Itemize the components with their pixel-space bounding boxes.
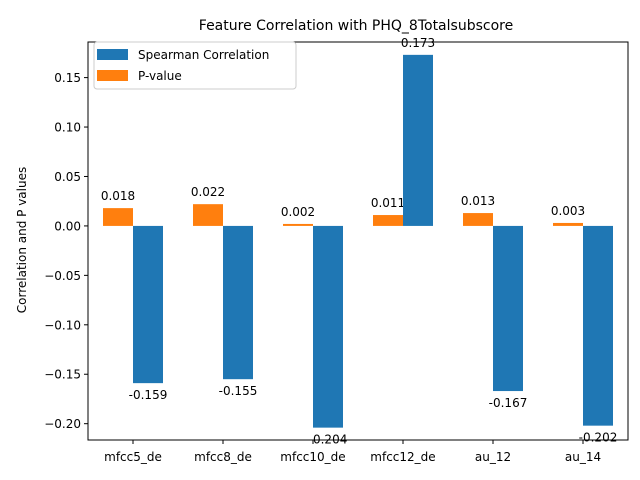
data-label-spearman-mfcc8_de: -0.155	[219, 384, 258, 398]
data-label-spearman-mfcc12_de: 0.173	[401, 36, 435, 50]
y-tick-label-3: −0.05	[44, 269, 81, 283]
data-label-pvalue-au_12: 0.013	[461, 194, 495, 208]
x-tick-label-mfcc10_de: mfcc10_de	[280, 450, 345, 464]
data-label-pvalue-au_14: 0.003	[551, 204, 585, 218]
y-tick-label-2: −0.10	[44, 318, 81, 332]
data-label-pvalue-mfcc10_de: 0.002	[281, 205, 315, 219]
y-tick-label-4: 0.00	[54, 219, 81, 233]
y-tick-label-5: 0.05	[54, 170, 81, 184]
bar-spearman-au_12	[493, 225, 523, 392]
bar-pvalue-au_14	[553, 222, 583, 226]
chart-title: Feature Correlation with PHQ_8Totalsubsc…	[199, 18, 513, 34]
y-tick-label-7: 0.15	[54, 71, 81, 85]
bar-pvalue-mfcc8_de	[193, 204, 223, 226]
bar-spearman-au_14	[583, 225, 613, 426]
x-tick-label-mfcc5_de: mfcc5_de	[104, 450, 162, 464]
bar-spearman-mfcc10_de	[313, 225, 343, 428]
legend-label-0: Spearman Correlation	[138, 48, 269, 62]
bar-spearman-mfcc12_de	[403, 54, 433, 226]
x-tick-label-mfcc8_de: mfcc8_de	[194, 450, 252, 464]
legend-box	[93, 41, 297, 90]
bar-pvalue-mfcc10_de	[283, 223, 313, 226]
x-tick-label-mfcc12_de: mfcc12_de	[370, 450, 435, 464]
bar-spearman-mfcc8_de	[223, 225, 253, 380]
x-tick-label-au_12: au_12	[475, 450, 511, 464]
data-label-pvalue-mfcc5_de: 0.018	[101, 189, 135, 203]
y-tick-label-6: 0.10	[54, 121, 81, 135]
y-axis-label: Correlation and P values	[15, 167, 29, 313]
bar-pvalue-au_12	[463, 213, 493, 226]
plot-area: 0.018 -0.159 mfcc5_de 0.022 -0.155 mfcc8_de 0.…	[44, 36, 629, 464]
legend: Spearman Correlation P-value	[93, 41, 297, 90]
bar-pvalue-mfcc5_de	[103, 208, 133, 226]
bar-spearman-mfcc5_de	[133, 225, 163, 384]
x-tick-label-au_14: au_14	[565, 450, 601, 464]
y-tick-label-0: −0.20	[44, 417, 81, 431]
legend-label-1: P-value	[138, 69, 182, 83]
legend-swatch-0	[97, 49, 128, 60]
plot-frame	[87, 41, 629, 441]
y-tick-label-1: −0.15	[44, 368, 81, 382]
data-label-pvalue-mfcc12_de: 0.011	[371, 196, 405, 210]
data-label-spearman-mfcc5_de: -0.159	[129, 388, 168, 402]
data-label-spearman-au_14: -0.202	[579, 431, 618, 445]
data-label-pvalue-mfcc8_de: 0.022	[191, 185, 225, 199]
bar-pvalue-mfcc12_de	[373, 215, 403, 226]
legend-swatch-1	[97, 70, 128, 81]
data-label-spearman-au_12: -0.167	[489, 396, 528, 410]
